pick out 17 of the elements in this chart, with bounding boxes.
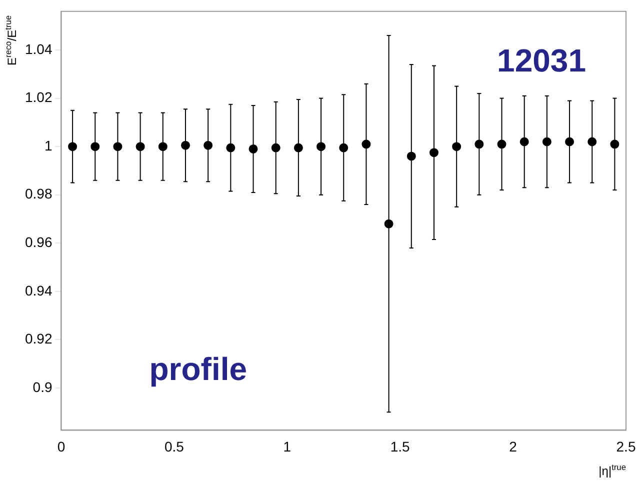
- y-tick-label: 0.92: [25, 330, 52, 347]
- y-tick-label: 1: [44, 137, 52, 154]
- y-tick-label: 1.04: [25, 40, 52, 57]
- y-tick-label: 0.98: [25, 186, 52, 202]
- y-tick-label: 0.94: [25, 282, 52, 298]
- y-tick-label: 1.02: [25, 89, 52, 106]
- y-tick-label: 0.9: [32, 378, 52, 395]
- annotation: profile: [149, 351, 248, 388]
- y-axis-title: Ereco/Etrue: [3, 15, 19, 66]
- y-tick-label: 0.96: [25, 234, 52, 250]
- x-tick-label: 1.5: [390, 438, 410, 454]
- x-tick-label: 0.5: [164, 438, 184, 454]
- x-tick-label: 2: [509, 438, 518, 454]
- x-tick-label: 0: [57, 438, 66, 454]
- annotation: 12031: [497, 42, 586, 78]
- x-tick-label: 2.5: [616, 438, 636, 454]
- x-tick-label: 1: [283, 438, 292, 454]
